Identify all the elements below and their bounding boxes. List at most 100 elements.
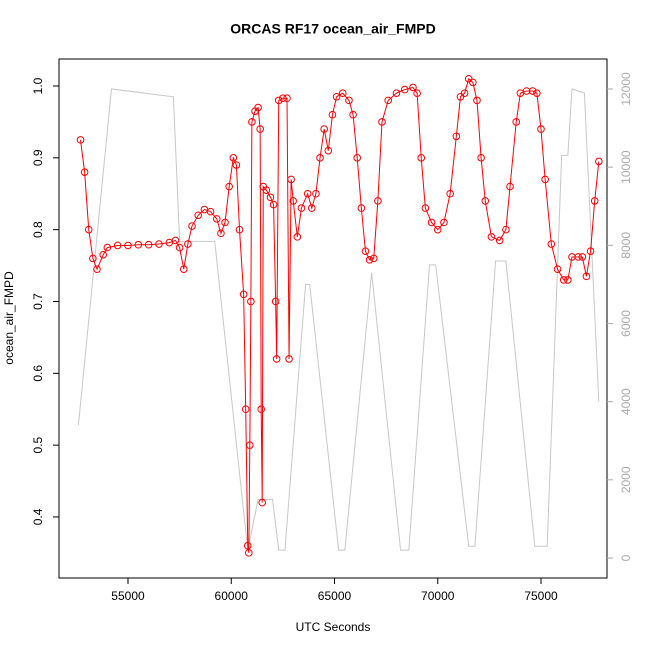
data-point	[378, 118, 386, 126]
chart-title: ORCAS RF17 ocean_air_FMPD	[230, 21, 435, 37]
data-point	[124, 241, 132, 250]
data-point	[307, 204, 316, 212]
data-point	[279, 94, 287, 103]
data-point	[487, 233, 496, 241]
data-point	[578, 253, 587, 261]
data-point	[171, 236, 180, 245]
y2-tick-label: 12000	[619, 72, 633, 106]
data-point	[254, 103, 262, 112]
y2-tick-label: 4000	[619, 388, 633, 415]
data-point	[269, 200, 278, 209]
data-point	[595, 157, 603, 166]
data-point	[312, 189, 320, 198]
data-point	[144, 240, 153, 249]
y-tick-label: 0.8	[31, 221, 45, 238]
data-point	[241, 405, 250, 414]
data-point	[446, 189, 454, 198]
data-point	[206, 207, 215, 216]
data-point	[374, 197, 382, 205]
data-point	[272, 355, 281, 363]
data-point	[345, 96, 353, 105]
data-point	[537, 125, 545, 133]
x-tick-label: 70000	[421, 589, 455, 603]
data-point	[369, 254, 378, 263]
data-point	[582, 272, 591, 281]
data-point	[349, 110, 357, 119]
data-point	[293, 233, 302, 241]
data-point	[469, 78, 477, 87]
data-point	[258, 498, 267, 507]
data-point	[559, 276, 568, 284]
data-point	[229, 154, 238, 162]
data-point	[89, 254, 97, 263]
data-point	[194, 211, 203, 220]
data-point	[473, 96, 481, 105]
data-point	[590, 197, 599, 205]
data-point	[232, 161, 241, 169]
data-point	[481, 197, 490, 205]
data-point	[266, 193, 275, 202]
data-point	[103, 243, 112, 252]
data-point	[289, 197, 297, 205]
x-tick-label: 75000	[524, 589, 558, 603]
data-point	[303, 189, 312, 198]
data-point	[338, 89, 347, 97]
data-point	[477, 154, 485, 162]
data-point	[80, 168, 89, 176]
data-point	[244, 549, 253, 557]
data-point	[332, 92, 341, 101]
y-tick-label: 0.6	[31, 365, 45, 382]
data-point	[384, 96, 392, 105]
data-point	[225, 182, 233, 191]
y-tick-label: 0.4	[31, 508, 45, 525]
data-point	[287, 175, 295, 184]
data-point	[409, 83, 417, 92]
data-point	[400, 85, 409, 94]
data-point	[316, 154, 324, 162]
data-point	[84, 225, 93, 234]
data-point	[184, 240, 192, 248]
data-point	[175, 243, 184, 252]
plot-frame	[58, 58, 608, 579]
data-point	[417, 154, 426, 162]
data-point	[179, 265, 188, 273]
data-point	[217, 229, 225, 238]
data-point	[113, 241, 122, 250]
data-point	[93, 265, 101, 273]
data-point	[324, 146, 333, 155]
data-point	[243, 541, 252, 550]
data-point	[99, 250, 108, 259]
data-point	[247, 297, 255, 306]
data-point	[421, 204, 430, 212]
data-line	[80, 77, 600, 553]
data-point	[365, 256, 374, 264]
y-tick-label: 0.9	[31, 149, 45, 166]
data-point	[460, 89, 469, 97]
y2-tick-label: 8000	[619, 232, 633, 259]
data-point	[221, 218, 229, 227]
data-point	[541, 175, 549, 184]
data-point	[297, 204, 306, 212]
data-point	[427, 218, 436, 227]
y2-tick-label: 10000	[619, 150, 633, 184]
data-point	[235, 225, 244, 234]
data-point	[262, 186, 271, 194]
data-point	[392, 89, 401, 97]
y-axis-label: ocean_air_FMPD	[2, 271, 16, 365]
data-point	[506, 182, 514, 191]
data-point	[413, 89, 421, 97]
y2-tick-label: 6000	[619, 310, 633, 337]
data-point	[564, 276, 572, 284]
data-point	[547, 240, 556, 248]
data-point	[271, 297, 280, 306]
data-point	[357, 204, 366, 212]
data-point	[285, 355, 293, 363]
y2-tick-label: 0	[619, 554, 633, 561]
data-point	[361, 247, 370, 256]
y-tick-label: 0.5	[31, 436, 45, 453]
data-point	[533, 89, 541, 97]
y-tick-label: 1.0	[31, 77, 45, 94]
data-point	[134, 240, 143, 249]
data-point	[76, 136, 85, 144]
